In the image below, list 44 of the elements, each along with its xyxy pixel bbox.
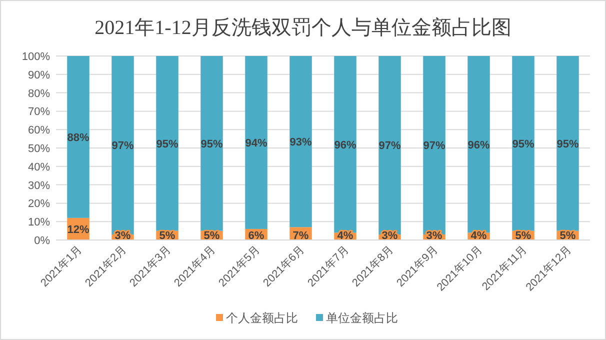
y-tick-label: 50% (28, 143, 50, 155)
legend-label: 单位金额占比 (326, 311, 398, 325)
data-label: 5% (159, 230, 176, 242)
bar (200, 56, 223, 231)
data-label: 97% (112, 140, 134, 152)
data-label: 95% (556, 138, 579, 150)
y-tick-label: 30% (28, 180, 50, 192)
bar (290, 56, 312, 228)
y-tick-label: 40% (28, 161, 50, 174)
data-label: 5% (515, 230, 532, 242)
y-tick-label: 10% (28, 216, 50, 229)
bar (556, 56, 579, 231)
y-tick-label: 60% (28, 124, 50, 137)
bar (334, 56, 356, 233)
data-label: 6% (248, 230, 264, 242)
legend-label: 个人金额占比 (226, 311, 298, 325)
data-label: 96% (334, 139, 356, 152)
data-label: 5% (560, 230, 576, 242)
data-label: 95% (156, 138, 178, 150)
y-tick-label: 0% (34, 235, 50, 247)
data-label: 5% (204, 230, 220, 242)
y-tick-label: 100% (22, 51, 50, 63)
data-label: 95% (200, 138, 223, 150)
y-tick-label: 80% (28, 88, 50, 100)
data-label: 97% (378, 140, 401, 152)
data-label: 4% (337, 230, 354, 242)
bar (512, 56, 534, 231)
bar (468, 56, 490, 233)
data-label: 4% (470, 230, 487, 242)
chart-title: 2021年1-12月反洗钱双罚个人与单位金额占比图 (94, 17, 512, 39)
data-label: 88% (67, 132, 90, 144)
data-label: 93% (290, 136, 312, 149)
data-label: 94% (245, 137, 268, 150)
y-tick-label: 70% (28, 106, 50, 118)
data-label: 97% (423, 140, 446, 152)
bar (67, 56, 90, 218)
data-label: 7% (292, 230, 309, 242)
bar (245, 56, 268, 229)
data-label: 95% (512, 138, 534, 150)
data-label: 12% (67, 224, 90, 236)
data-label: 96% (468, 139, 490, 152)
y-tick-label: 20% (28, 198, 50, 210)
bar (156, 56, 178, 231)
y-tick-label: 90% (28, 69, 50, 82)
